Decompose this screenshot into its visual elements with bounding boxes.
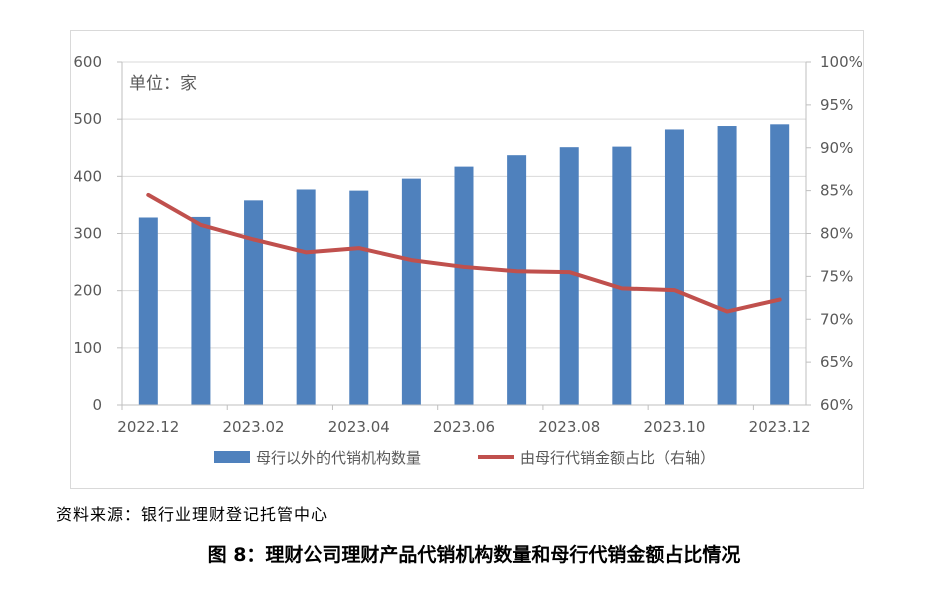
legend-line-label: 由母行代销金额占比（右轴）	[520, 449, 715, 467]
y-tick-label: 0	[92, 396, 102, 414]
x-tick-label: 2023.08	[538, 418, 600, 436]
y-tick-label: 600	[73, 53, 102, 71]
bar	[244, 200, 264, 405]
bar	[507, 155, 527, 405]
x-tick-label: 2023.04	[328, 418, 390, 436]
right-axis-tick-labels: 60% 65% 70% 75% 80% 85% 90% 95% 100%	[820, 53, 863, 414]
y-tick-label: 300	[73, 225, 102, 243]
y2-tick-label: 85%	[820, 182, 853, 200]
bar	[401, 178, 421, 405]
bar	[454, 166, 474, 405]
bar	[191, 216, 211, 405]
bar	[664, 129, 684, 405]
y-tick-label: 200	[73, 282, 102, 300]
axes	[117, 61, 811, 410]
line-series	[146, 192, 782, 314]
x-tick-label: 2023.06	[433, 418, 495, 436]
x-tick-label: 2023.02	[223, 418, 285, 436]
y-tick-label: 100	[73, 339, 102, 357]
bar	[559, 147, 579, 405]
legend: 母行以外的代销机构数量 由母行代销金额占比（右轴）	[214, 449, 715, 467]
share-line	[146, 192, 782, 314]
y2-tick-label: 95%	[820, 96, 853, 114]
source-note: 资料来源：银行业理财登记托管中心	[56, 505, 329, 524]
y2-tick-label: 90%	[820, 139, 853, 157]
figure-caption: 图 8：理财公司理财产品代销机构数量和母行代销金额占比情况	[207, 544, 741, 566]
y2-tick-label: 65%	[820, 353, 853, 371]
y2-tick-label: 100%	[820, 53, 863, 71]
y2-tick-label: 60%	[820, 396, 853, 414]
bar	[612, 146, 632, 405]
unit-label: 单位：家	[129, 74, 197, 94]
x-tick-label: 2023.12	[749, 418, 811, 436]
bar	[717, 126, 737, 405]
bar-series	[138, 124, 790, 405]
y-tick-label: 400	[73, 167, 102, 185]
y2-tick-label: 80%	[820, 225, 853, 243]
bar	[349, 190, 369, 405]
x-axis-tick-labels: 2022.12 2023.02 2023.04 2023.06 2023.08 2023.…	[117, 418, 810, 436]
legend-bar-swatch	[214, 451, 250, 463]
legend-bar-label: 母行以外的代销机构数量	[256, 449, 421, 467]
x-tick-label: 2023.10	[643, 418, 705, 436]
bar	[770, 124, 790, 405]
bar	[138, 217, 158, 405]
y-tick-label: 500	[73, 110, 102, 128]
left-axis-tick-labels: 0 100 200 300 400 500 600	[73, 53, 102, 414]
bar	[296, 189, 316, 405]
x-tick-label: 2022.12	[117, 418, 179, 436]
y2-tick-label: 75%	[820, 267, 853, 285]
y2-tick-label: 70%	[820, 310, 853, 328]
